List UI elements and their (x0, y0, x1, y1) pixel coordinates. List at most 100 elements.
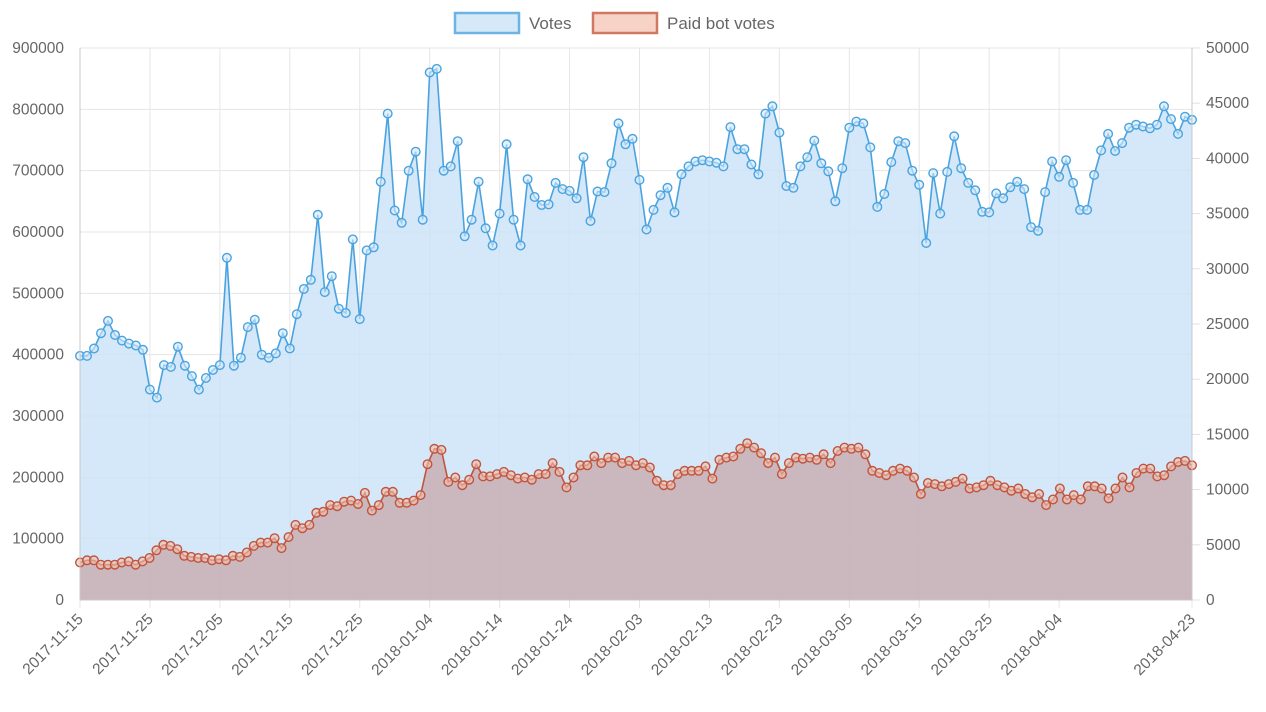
x-tick-label: 2018-04-23 (1131, 611, 1199, 679)
data-point (262, 537, 273, 548)
data-point (624, 455, 635, 466)
data-point (88, 343, 99, 354)
data-point (613, 118, 624, 129)
data-point (326, 271, 337, 282)
x-tick-label: 2017-11-15 (20, 611, 87, 678)
data-point (312, 209, 323, 220)
data-point (529, 191, 540, 202)
data-point (1166, 461, 1177, 472)
data-point (494, 208, 505, 219)
data-point (200, 373, 211, 384)
data-point (359, 487, 370, 498)
data-point (1075, 494, 1086, 505)
legend[interactable]: Votes Paid bot votes (453, 11, 775, 35)
data-point (886, 157, 897, 168)
data-point (353, 499, 364, 510)
y-left-tick-label: 400000 (12, 347, 64, 364)
data-point (235, 352, 246, 363)
data-point (501, 139, 512, 150)
data-point (809, 135, 820, 146)
data-point (144, 553, 155, 564)
data-point (1110, 483, 1121, 494)
data-point (1061, 494, 1072, 505)
data-point (921, 237, 932, 248)
data-point (1041, 500, 1052, 511)
x-tick-label: 2017-12-25 (298, 611, 366, 679)
data-point (753, 169, 764, 180)
x-tick-label: 2018-01-14 (438, 611, 506, 679)
data-point (763, 458, 774, 469)
data-point (242, 322, 253, 333)
data-point (774, 127, 785, 138)
data-point (1082, 204, 1093, 215)
data-point (693, 465, 704, 476)
data-point (284, 343, 295, 354)
data-point (473, 176, 484, 187)
x-tick-label: 2018-04-04 (998, 611, 1066, 679)
data-point (589, 451, 600, 462)
data-point (825, 458, 836, 469)
data-point (305, 274, 316, 285)
data-point (410, 146, 421, 157)
y-left-tick-label: 600000 (12, 224, 64, 241)
data-point (102, 315, 113, 326)
data-point (443, 476, 454, 487)
x-tick-label: 2018-02-03 (578, 611, 646, 679)
data-point (858, 118, 869, 129)
data-point (550, 177, 561, 188)
data-point (571, 193, 582, 204)
data-point (998, 193, 1009, 204)
data-point (707, 473, 718, 484)
data-point (165, 361, 176, 372)
data-point (1165, 114, 1176, 125)
data-point (1068, 490, 1079, 501)
y-right-tick-label: 20000 (1206, 371, 1249, 388)
y-right-tick-label: 15000 (1206, 426, 1249, 443)
data-point (776, 469, 787, 480)
data-point (543, 199, 554, 210)
data-point (438, 165, 449, 176)
data-point (963, 177, 974, 188)
data-point (340, 308, 351, 319)
data-point (387, 486, 398, 497)
data-point (1117, 138, 1128, 149)
data-point (651, 475, 662, 486)
data-point (422, 459, 433, 470)
data-point (881, 470, 892, 481)
data-point (382, 108, 393, 119)
data-point (1158, 101, 1169, 112)
y-left-tick-label: 700000 (12, 163, 64, 180)
data-point (872, 201, 883, 212)
data-point (860, 449, 871, 460)
data-point (220, 555, 231, 566)
data-point (319, 287, 330, 298)
data-point (221, 252, 232, 263)
x-tick-label: 2018-01-04 (368, 611, 436, 679)
data-point (347, 234, 358, 245)
data-point (956, 163, 967, 174)
data-point (970, 185, 981, 196)
data-point (431, 63, 442, 74)
data-point (991, 188, 1002, 199)
data-point (151, 392, 162, 403)
data-point (914, 179, 925, 190)
data-point (1054, 483, 1065, 494)
data-point (480, 223, 491, 234)
y-right-tick-label: 10000 (1206, 482, 1249, 499)
data-point (471, 459, 482, 470)
data-point (811, 454, 822, 465)
data-point (445, 161, 456, 172)
data-point (1034, 489, 1045, 500)
data-point (844, 122, 855, 133)
data-point (172, 341, 183, 352)
data-point (756, 448, 767, 459)
y-left-tick-label: 800000 (12, 101, 64, 118)
data-point (585, 215, 596, 226)
data-point (725, 122, 736, 133)
votes-series (74, 63, 1197, 600)
data-point (795, 161, 806, 172)
data-point (1047, 156, 1058, 167)
data-point (540, 469, 551, 480)
data-point (1103, 493, 1114, 504)
